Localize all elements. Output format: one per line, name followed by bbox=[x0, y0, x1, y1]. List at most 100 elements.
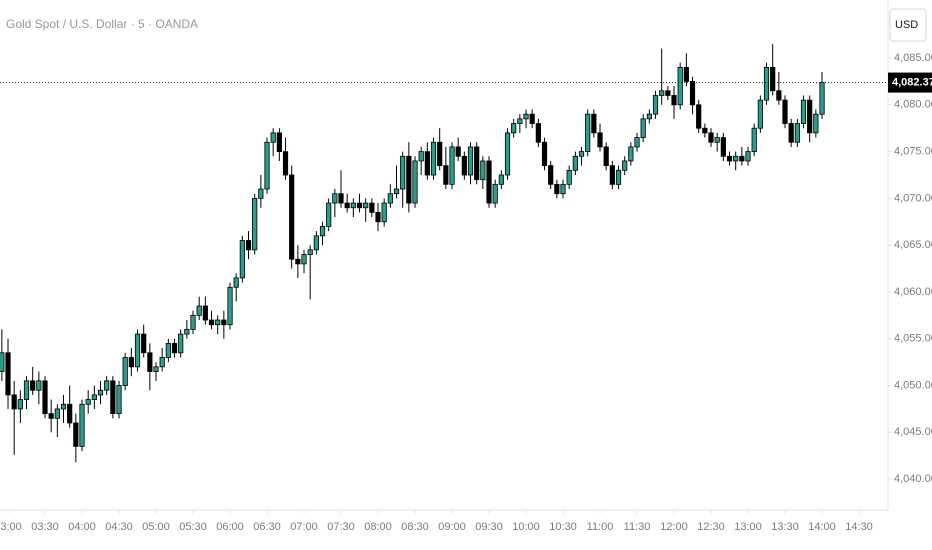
x-tick-label: 05:30 bbox=[179, 521, 207, 533]
candle-body bbox=[245, 240, 252, 251]
candle-body bbox=[11, 394, 17, 410]
candle-body bbox=[338, 193, 344, 204]
candle-body bbox=[770, 66, 776, 92]
candle-body bbox=[800, 99, 807, 124]
candle-body bbox=[720, 137, 726, 157]
candle-body bbox=[504, 132, 511, 176]
candle-body bbox=[603, 146, 609, 167]
currency-button[interactable] bbox=[889, 8, 927, 42]
candle-body bbox=[295, 258, 301, 265]
candle-body bbox=[745, 151, 751, 162]
candle-body bbox=[5, 352, 11, 396]
x-tick-label: 14:00 bbox=[808, 521, 836, 533]
candle-body bbox=[578, 151, 585, 157]
candle-body bbox=[467, 146, 474, 176]
candle-body bbox=[788, 123, 794, 143]
x-tick-label: 05:00 bbox=[142, 521, 170, 533]
y-tick-label: 4,040.000 bbox=[894, 473, 932, 485]
candle-body bbox=[659, 90, 665, 96]
candle-body bbox=[511, 123, 517, 134]
x-tick-label: 03:30 bbox=[31, 521, 59, 533]
candle-body bbox=[387, 193, 393, 204]
candle-body bbox=[646, 113, 652, 120]
candle-body bbox=[430, 141, 437, 176]
candle-body bbox=[424, 151, 430, 176]
candle-body bbox=[492, 183, 498, 204]
candle-body bbox=[794, 123, 800, 143]
y-tick-label: 4,060.000 bbox=[894, 286, 932, 298]
x-tick-label: 09:30 bbox=[475, 521, 503, 533]
candle-body bbox=[708, 132, 714, 143]
candle-body bbox=[461, 155, 467, 176]
candle-body bbox=[819, 82, 825, 115]
x-tick-label: 13:30 bbox=[771, 521, 799, 533]
candle-body bbox=[406, 155, 412, 204]
candle-body bbox=[696, 104, 702, 129]
x-tick-label: 07:00 bbox=[290, 521, 318, 533]
candle-body bbox=[474, 146, 480, 181]
candle-body bbox=[350, 202, 356, 209]
candle-body bbox=[73, 422, 79, 447]
candle-body bbox=[85, 399, 91, 405]
candle-body bbox=[128, 357, 134, 368]
candle-body bbox=[165, 343, 171, 358]
candle-body bbox=[30, 380, 36, 391]
candle-body bbox=[252, 197, 258, 251]
candle-body bbox=[437, 141, 443, 167]
candle-body bbox=[733, 155, 739, 162]
candle-body bbox=[375, 212, 381, 223]
candle-body bbox=[702, 127, 708, 134]
candle-body bbox=[171, 343, 178, 354]
candle-body bbox=[677, 66, 683, 106]
candle-body bbox=[122, 357, 128, 386]
candle-body bbox=[400, 155, 406, 190]
x-tick-label: 11:00 bbox=[587, 521, 614, 533]
y-tick-label: 4,085.000 bbox=[894, 52, 932, 64]
candle-body bbox=[42, 380, 48, 415]
candle-body bbox=[344, 202, 350, 209]
candle-body bbox=[289, 174, 295, 260]
candle-body bbox=[23, 380, 30, 400]
candle-body bbox=[554, 183, 560, 195]
candle-body bbox=[276, 132, 282, 152]
candle-body bbox=[763, 66, 770, 101]
candle-body bbox=[190, 314, 196, 330]
last-price-box bbox=[888, 72, 932, 93]
candle-body bbox=[116, 385, 122, 415]
candle-body bbox=[17, 399, 23, 410]
candle-body bbox=[523, 113, 529, 120]
candle-body bbox=[159, 357, 165, 368]
x-tick-label: 04:00 bbox=[68, 521, 96, 533]
candle-body bbox=[665, 90, 671, 96]
x-tick-label: 04:30 bbox=[105, 521, 133, 533]
candle-body bbox=[449, 146, 455, 185]
candle-body bbox=[689, 81, 696, 106]
last-price-label: 4,082.375 bbox=[892, 76, 932, 88]
candle-body bbox=[91, 394, 97, 400]
candle-body bbox=[239, 240, 245, 279]
candle-body bbox=[591, 113, 597, 134]
candle-body bbox=[683, 66, 689, 82]
candle-body bbox=[196, 305, 202, 316]
candle-body bbox=[776, 90, 782, 101]
currency-label[interactable]: USD bbox=[895, 19, 918, 31]
x-tick-label: 06:30 bbox=[253, 521, 281, 533]
y-tick-label: 4,075.000 bbox=[894, 146, 932, 158]
candle-body bbox=[615, 169, 622, 185]
x-tick-label: 13:00 bbox=[734, 521, 762, 533]
candle-body bbox=[215, 319, 221, 326]
candle-body bbox=[548, 165, 554, 185]
candle-body bbox=[233, 277, 239, 288]
candle-body bbox=[369, 202, 375, 213]
y-tick-label: 4,065.000 bbox=[894, 239, 932, 251]
y-tick-label: 4,045.000 bbox=[894, 426, 932, 438]
candle-body bbox=[319, 226, 326, 237]
candle-body bbox=[813, 113, 819, 134]
candle-body bbox=[326, 202, 332, 227]
candle-body bbox=[313, 235, 319, 251]
candle-body bbox=[54, 408, 60, 419]
plot-area bbox=[0, 43, 825, 463]
candle-body bbox=[184, 328, 190, 335]
candle-body bbox=[585, 113, 591, 152]
candle-body bbox=[227, 286, 233, 326]
